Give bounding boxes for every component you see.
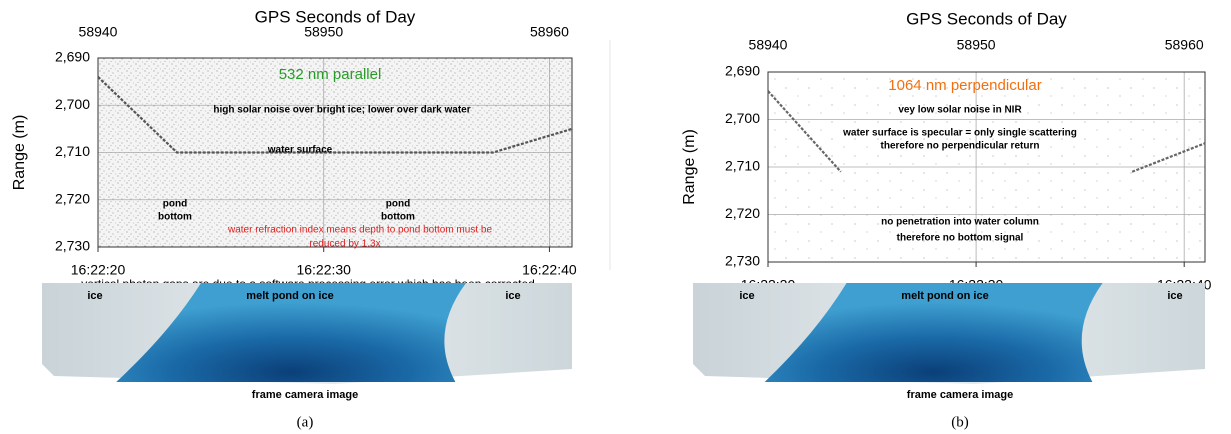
image-label: frame camera image: [252, 389, 358, 401]
image-label: ice: [87, 290, 102, 302]
y-axis-title: Range (m): [681, 129, 698, 205]
y-tick-label: 2,710: [725, 158, 760, 174]
bottom-tick-label: 16:22:30: [296, 262, 351, 278]
top-tick-label: 58940: [749, 37, 788, 53]
image-label: ice: [505, 290, 520, 302]
top-tick-label: 58950: [957, 37, 996, 53]
y-tick-label: 2,730: [55, 238, 90, 254]
top-tick-label: 58950: [304, 24, 343, 40]
image-label: ice: [1167, 290, 1182, 302]
top-tick-label: 58940: [79, 24, 118, 40]
y-tick-label: 2,710: [55, 143, 90, 159]
y-tick-label: 2,720: [55, 190, 90, 206]
annotation: no penetration into water column: [881, 217, 1039, 228]
image-label: frame camera image: [907, 389, 1013, 401]
annotation: pond: [386, 199, 410, 210]
annotation: water refraction index means depth to po…: [227, 225, 492, 236]
camera-pond: [764, 283, 1103, 382]
plot-frame: [97, 57, 573, 248]
annotation: water surface: [267, 145, 333, 156]
y-tick-label: 2,690: [55, 49, 90, 65]
top-axis-title: GPS Seconds of Day: [255, 7, 416, 26]
annotation: water surface is specular = only single …: [842, 128, 1077, 139]
top-tick-label: 58960: [530, 24, 569, 40]
y-tick-label: 2,720: [725, 205, 760, 221]
bottom-tick-label: 16:22:20: [71, 262, 126, 278]
top-axis-title: GPS Seconds of Day: [906, 9, 1067, 28]
bottom-tick-label: 16:22:40: [522, 262, 577, 278]
annotation: bottom: [158, 212, 192, 223]
y-tick-label: 2,690: [725, 63, 760, 79]
annotation: therefore no bottom signal: [897, 233, 1024, 244]
camera-pond: [116, 283, 466, 382]
image-label: ice: [739, 290, 754, 302]
panel-label: (a): [297, 414, 314, 430]
annotation: reduced by 1.3x: [309, 239, 380, 250]
y-axis-title: Range (m): [11, 115, 28, 191]
image-label: melt pond on ice: [246, 290, 333, 302]
annotation: pond: [163, 199, 187, 210]
y-tick-label: 2,700: [725, 110, 760, 126]
signal-line: [97, 76, 573, 154]
y-tick-label: 2,700: [55, 96, 90, 112]
annotation: high solar noise over bright ice; lower …: [213, 105, 470, 116]
annotation: 532 nm parallel: [279, 66, 382, 83]
top-tick-label: 58960: [1165, 37, 1204, 53]
plot-frame: [767, 71, 1206, 263]
panel-label: (b): [951, 414, 969, 430]
annotation: vey low solar noise in NIR: [898, 105, 1022, 116]
annotation: 1064 nm perpendicular: [888, 77, 1041, 94]
signal-line: [767, 90, 1206, 173]
image-label: melt pond on ice: [901, 290, 988, 302]
annotation: therefore no perpendicular return: [881, 141, 1040, 152]
annotation: bottom: [381, 212, 415, 223]
y-tick-label: 2,730: [725, 253, 760, 269]
